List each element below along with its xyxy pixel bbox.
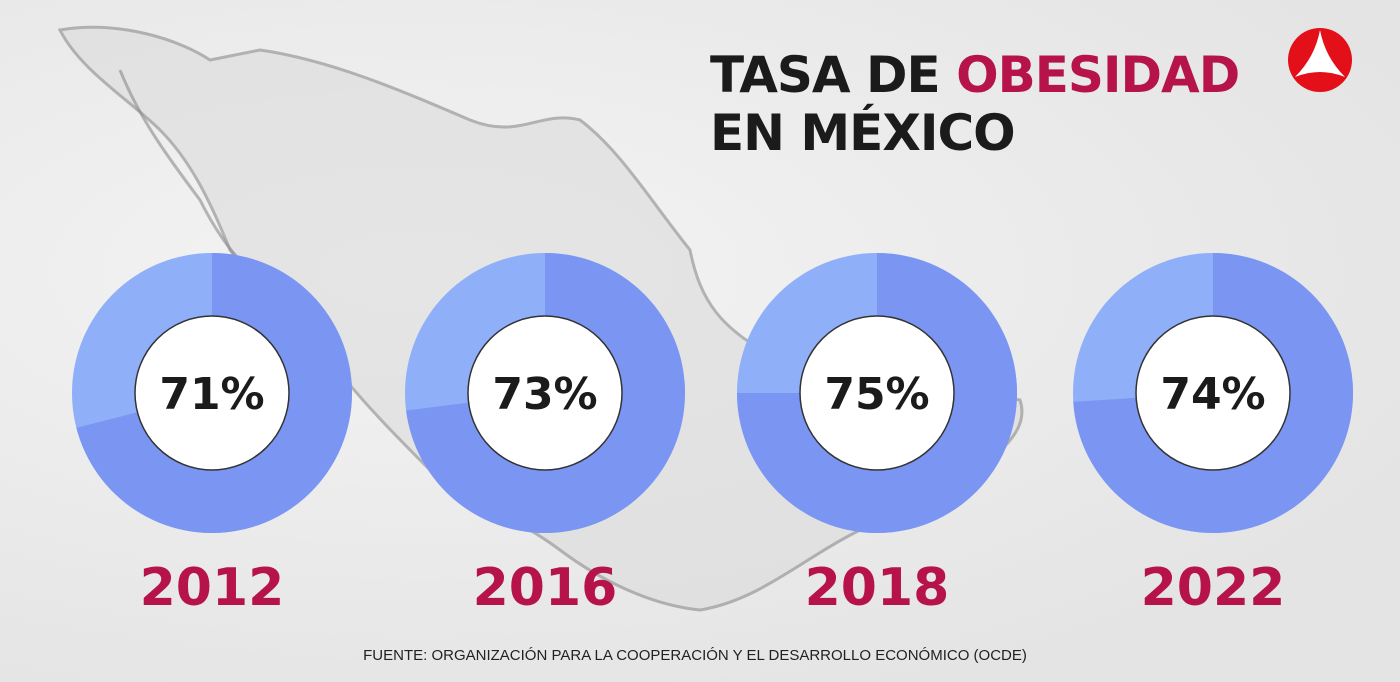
donut-center: [1135, 315, 1291, 471]
year-label: 2012: [139, 558, 285, 618]
year-label: 2018: [804, 558, 950, 618]
donut-value-label: 73%: [492, 369, 597, 420]
title-line2: EN MÉXICO: [710, 104, 1016, 162]
donut-center: [799, 315, 955, 471]
donut-center: [134, 315, 290, 471]
title-prefix: TASA DE: [710, 46, 957, 104]
year-label: 2022: [1140, 558, 1286, 618]
title-highlight: OBESIDAD: [956, 46, 1240, 104]
page-title: TASA DE OBESIDAD EN MÉXICO: [710, 46, 1240, 162]
donut-value-label: 74%: [1160, 369, 1265, 420]
donut-value-label: 71%: [159, 369, 264, 420]
red-circle-triangle-logo-icon: [1288, 28, 1352, 92]
year-label: 2016: [472, 558, 618, 618]
donut-value-label: 75%: [824, 369, 929, 420]
source-note: FUENTE: ORGANIZACIÓN PARA LA COOPERACIÓN…: [363, 647, 1027, 664]
donut-center: [467, 315, 623, 471]
